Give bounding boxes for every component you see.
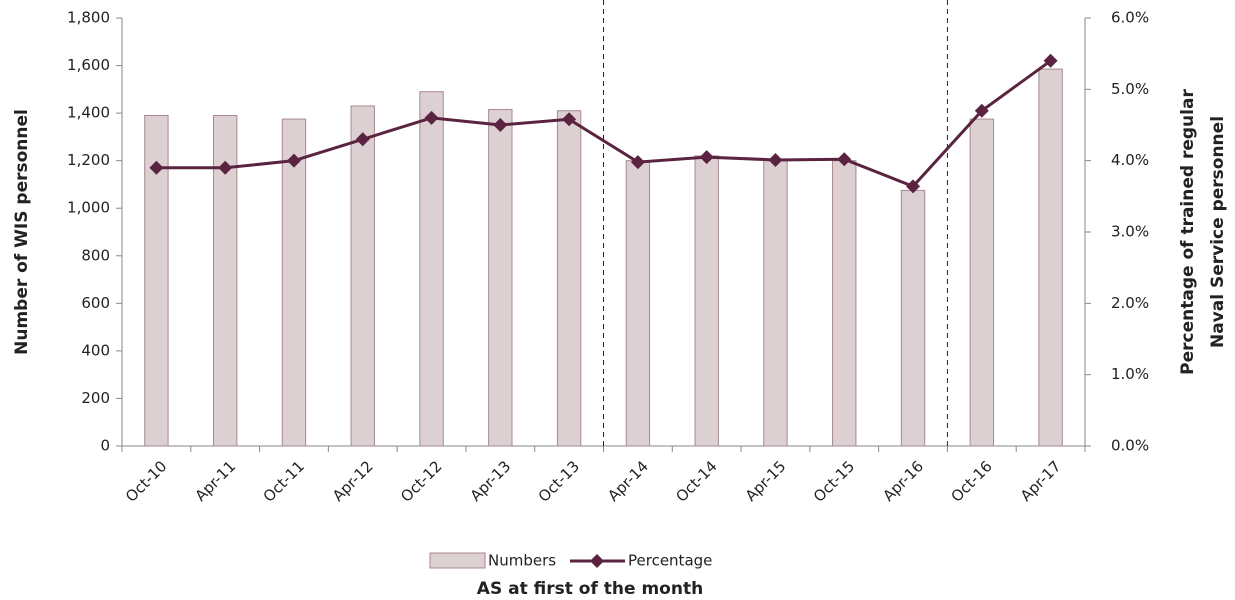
marker [355,132,370,147]
y-tick-label: 1,200 [67,151,110,169]
marker [286,153,301,168]
y-tick-label: 800 [81,246,110,264]
x-tick-label: Apr-12 [329,457,377,505]
bar [419,91,444,447]
y-tick-label: 1,000 [67,199,110,217]
marker [562,112,577,127]
x-tick-label: Oct-11 [260,457,308,505]
x-axis-label: AS at first of the month [477,579,703,599]
x-tick-label: Apr-13 [467,457,515,505]
x-tick-label: Oct-12 [397,457,445,505]
marker [974,103,989,118]
x-tick-label: Apr-14 [604,457,652,505]
bar [694,155,719,447]
y-tick-label: 0 [100,437,110,455]
bar [969,118,995,447]
x-tick-label: Apr-16 [879,457,927,505]
legend-swatch [429,552,486,569]
x-tick-label: Oct-16 [947,457,995,505]
bar [900,189,926,447]
y2-tick-label: 2.0% [1111,294,1149,312]
y2-tick-label: 5.0% [1111,80,1149,98]
y-tick-label: 1,600 [67,56,110,74]
y2-tick-label: 1.0% [1111,365,1149,383]
marker [768,152,783,167]
y-axis-label: Number of WIS personnel [12,109,32,355]
bar [763,160,788,447]
y-tick-label: 600 [81,294,110,312]
x-tick-label: Oct-13 [535,457,583,505]
x-tick-label: Oct-10 [122,457,170,505]
x-tick-label: Apr-11 [191,457,239,505]
line [156,59,1052,189]
bar [144,114,169,447]
y2-axis-label: Naval Service personnel [1208,116,1228,348]
bar [832,160,857,447]
x-tick-label: Oct-14 [672,457,720,505]
legend-swatch [590,554,604,568]
y-tick-label: 200 [81,389,110,407]
bar [212,114,238,447]
y2-tick-label: 0.0% [1111,437,1149,455]
marker [630,155,645,170]
legend-label: Numbers [488,552,556,570]
marker [424,110,439,125]
marker [1043,53,1058,68]
bar [625,160,651,447]
marker [699,150,714,165]
x-tick-label: Oct-15 [810,457,858,505]
marker [493,118,508,132]
y2-tick-label: 3.0% [1111,223,1149,241]
bar [281,118,307,447]
y2-tick-label: 6.0% [1111,9,1149,27]
bar [488,109,513,447]
bar [556,110,582,447]
marker [218,160,233,175]
marker [906,179,921,194]
x-tick-label: Apr-17 [1017,457,1065,505]
bar [350,105,375,447]
bar [1038,68,1063,447]
x-tick-label: Apr-15 [742,457,790,505]
marker [149,160,164,175]
legend-label: Percentage [628,552,712,570]
y2-tick-label: 4.0% [1111,151,1149,169]
y-tick-label: 1,400 [67,104,110,122]
y2-axis-label: Percentage of trained regular [1178,89,1198,375]
marker [837,152,852,167]
y-tick-label: 400 [81,341,110,359]
y-tick-label: 1,800 [67,9,110,27]
